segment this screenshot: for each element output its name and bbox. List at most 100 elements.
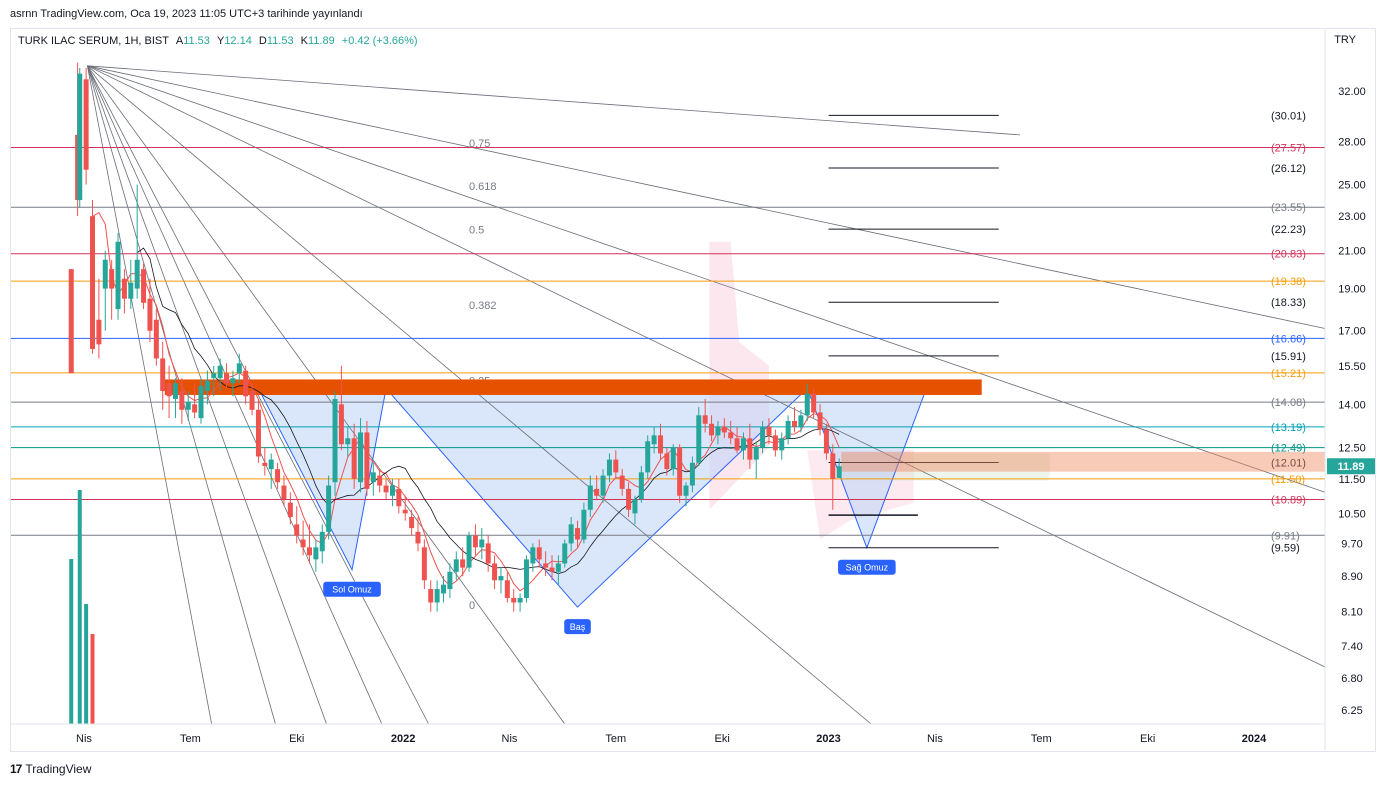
candle-body [96, 319, 102, 345]
fan-line [87, 65, 1326, 668]
candle-body [600, 475, 606, 496]
pattern-label: Sağ Omuz [846, 563, 889, 573]
candle-body [306, 547, 312, 556]
candle-body [619, 475, 625, 489]
candle-body [300, 539, 306, 548]
fan-line [87, 65, 1326, 329]
fib-level-label: 0 [469, 600, 475, 612]
candle-body [287, 502, 293, 517]
candle-body [224, 373, 230, 384]
footer-brand: 17 TradingView [10, 762, 91, 776]
volume-bar [84, 604, 89, 724]
candle-body [421, 547, 427, 581]
candle-body [230, 378, 236, 384]
candle-body [626, 488, 632, 510]
x-tick-label: Eki [289, 733, 304, 745]
candle-body [536, 547, 542, 560]
candle-body [466, 535, 472, 568]
level-label: (11.50) [1271, 474, 1305, 486]
candle-body [575, 528, 581, 540]
y-tick-label: 7.40 [1341, 641, 1362, 653]
candle-body [670, 447, 676, 470]
symbol-name[interactable]: TURK ILAC SERUM, 1H, BIST [18, 35, 169, 47]
candle-body [830, 453, 836, 479]
candle-body [262, 462, 268, 466]
fib-level-label: 0.75 [469, 138, 490, 150]
candle-body [613, 459, 619, 473]
candle-body [823, 429, 829, 454]
candle-body [172, 383, 178, 399]
open-value: 11.53 [183, 35, 210, 47]
candle-body [134, 259, 140, 289]
y-tick-label: 21.00 [1338, 246, 1366, 258]
y-tick-label: 10.50 [1338, 508, 1366, 520]
candle-body [747, 438, 753, 460]
level-label: (12.01) [1271, 457, 1306, 469]
low-value: 11.53 [266, 35, 294, 47]
candle-body [485, 543, 491, 564]
candle-body [581, 509, 587, 540]
chart-frame [10, 28, 1376, 752]
low-label: D [258, 35, 267, 47]
candle-body [709, 423, 715, 436]
candle-body [530, 547, 536, 564]
currency-label[interactable]: TRY [1334, 34, 1356, 46]
resistance-band [841, 451, 1325, 472]
candle-body [370, 472, 376, 483]
candle-body [345, 438, 351, 445]
candle-body [555, 563, 561, 572]
level-label: (26.12) [1271, 163, 1306, 175]
candle-body [141, 269, 147, 303]
candle-body [204, 380, 210, 392]
level-label: (12.49) [1271, 443, 1306, 455]
candle-body [638, 472, 644, 500]
level-label: (27.57) [1271, 142, 1306, 154]
candle-body [447, 571, 453, 590]
candle-body [594, 488, 600, 496]
candle-body [498, 576, 504, 581]
candle-body [415, 531, 421, 544]
candle-body [77, 73, 83, 201]
candle-body [255, 409, 261, 457]
y-tick-label: 6.80 [1341, 673, 1362, 685]
fib-level-label: 0.618 [469, 181, 497, 193]
fan-line [87, 65, 1326, 493]
candle-body [383, 485, 389, 493]
y-tick-label: 11.50 [1339, 474, 1366, 486]
level-label: (22.23) [1271, 224, 1306, 236]
y-tick-label: 8.10 [1341, 607, 1362, 619]
change-value: +0.42 (+3.66%) [341, 35, 418, 47]
close-value: 11.89 [307, 35, 335, 47]
candle-body [268, 459, 274, 470]
candle-body [645, 441, 651, 473]
candle-body [587, 485, 593, 510]
candle-body [798, 415, 804, 427]
candle-body [319, 531, 325, 552]
candle-body [523, 559, 529, 598]
volume-bar [90, 634, 95, 724]
candle-body [109, 269, 115, 289]
symbol-legend: TURK ILAC SERUM, 1H, BIST A11.53 Y12.14 … [18, 35, 418, 47]
close-label: K [300, 35, 308, 47]
candle-body [460, 559, 466, 568]
candle-body [441, 584, 447, 594]
candle-body [728, 432, 734, 439]
candle-body [102, 259, 108, 289]
y-tick-label: 19.00 [1338, 284, 1366, 296]
candle-body [760, 426, 766, 448]
level-label: (15.21) [1271, 368, 1306, 380]
candle-body [313, 547, 319, 560]
x-tick-label: Eki [715, 733, 730, 745]
candle-body [664, 453, 670, 470]
y-tick-label: 23.00 [1338, 211, 1366, 223]
candle-body [185, 401, 191, 410]
candle-body [479, 539, 485, 548]
level-label: (16.66) [1271, 333, 1306, 345]
horizontal-levels-layer: (27.57) (23.55) (20.83) (19.38) (16.66) (15.2… [10, 110, 1325, 555]
x-tick-label: Nis [502, 733, 518, 745]
price-axis: 6.25 6.80 7.40 8.10 8.90 9.70 10.50 11.50 12.50 1… [1324, 29, 1375, 752]
pattern-label-box [838, 559, 896, 575]
candle-body [734, 438, 740, 451]
level-label: (18.33) [1271, 297, 1306, 309]
